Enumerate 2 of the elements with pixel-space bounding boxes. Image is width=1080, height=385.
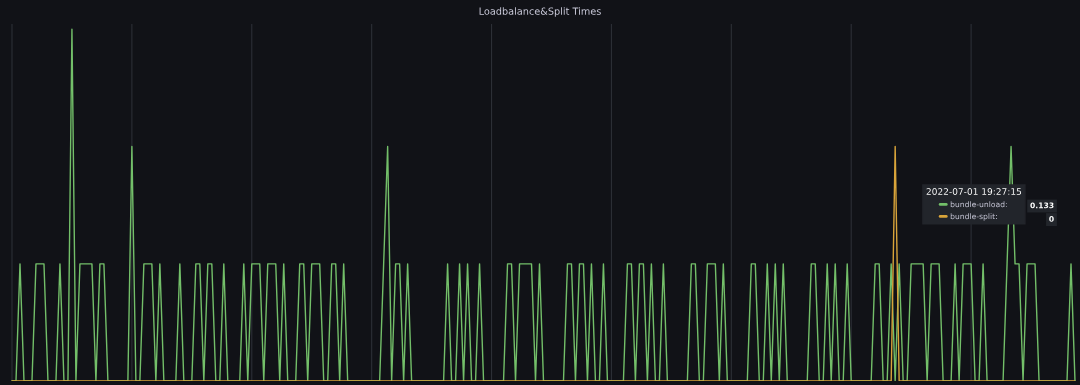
legend-title: 2022-07-01 19:27:15: [926, 188, 1022, 195]
chart-title: Loadbalance&Split Times: [479, 7, 601, 17]
